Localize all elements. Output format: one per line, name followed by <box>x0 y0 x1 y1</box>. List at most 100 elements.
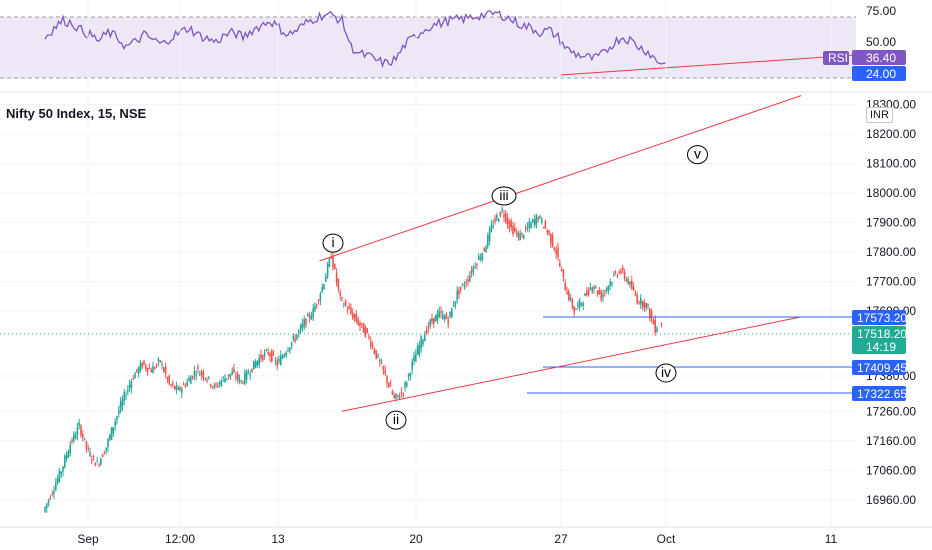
candle-body <box>51 493 53 495</box>
candle-body <box>449 311 451 317</box>
candle-body <box>569 297 572 300</box>
candle-body <box>136 369 138 372</box>
candle-body <box>310 315 313 320</box>
channel-lower-line[interactable] <box>341 316 802 412</box>
candle-body <box>209 384 212 387</box>
candle-body <box>436 313 439 321</box>
candle-body <box>481 253 484 260</box>
price-tick: 16960.00 <box>866 493 916 507</box>
candle-body <box>546 230 548 233</box>
candle-body <box>64 456 66 468</box>
candle-body <box>566 291 568 295</box>
candle-body <box>139 362 142 371</box>
candle-body <box>602 294 604 297</box>
candle-body <box>148 368 151 370</box>
candle-body <box>503 213 505 218</box>
candle-body <box>80 425 82 436</box>
candle-body <box>213 384 215 388</box>
candle-body <box>101 454 104 457</box>
candle-body <box>276 361 278 366</box>
candle-body <box>137 367 140 374</box>
candle-body <box>116 416 118 420</box>
price-tag-2 <box>852 360 906 375</box>
candle-body <box>47 499 50 503</box>
candle-body <box>236 373 239 380</box>
candle-body <box>123 392 125 401</box>
price-axis[interactable]: 16960.0017060.0017160.0017260.0017380.00… <box>866 98 916 507</box>
vertical-grid <box>87 0 832 527</box>
candle-body <box>352 312 354 319</box>
candle-body <box>132 378 134 380</box>
candle-body <box>530 222 532 229</box>
price-tick: 17260.00 <box>866 404 916 418</box>
candle-body <box>166 377 169 380</box>
candle-body <box>98 464 100 466</box>
candle-body <box>654 319 656 333</box>
price-tick: 18200.00 <box>866 127 916 141</box>
price-tick: 18000.00 <box>866 186 916 200</box>
candle-body <box>641 301 644 307</box>
candle-body <box>303 319 305 327</box>
candle-body <box>121 399 124 407</box>
candle-body <box>335 272 338 283</box>
price-tick: 17800.00 <box>866 245 916 259</box>
candle-body <box>562 269 565 278</box>
candle-body <box>409 373 412 377</box>
candle-body <box>609 281 611 286</box>
candle-body <box>379 359 381 362</box>
candle-body <box>526 227 529 229</box>
rsi-label: RSI <box>828 51 848 65</box>
candle-body <box>103 452 106 454</box>
candle-body <box>200 371 203 375</box>
currency-badge[interactable]: INR <box>866 107 893 123</box>
current-price-text: 17518.20 <box>857 327 907 341</box>
candle-body <box>638 302 640 304</box>
candle-body <box>497 218 500 222</box>
wave-label-i: i <box>331 234 334 250</box>
candle-body <box>429 319 431 327</box>
candle-body <box>406 382 408 386</box>
candle-body <box>245 370 248 380</box>
candle-body <box>629 281 631 285</box>
candle-body <box>623 272 626 279</box>
channel-upper-line[interactable] <box>319 95 802 262</box>
candle-body <box>298 330 300 334</box>
candle-body <box>605 288 608 291</box>
candle-body <box>326 263 329 277</box>
candle-body <box>460 286 462 289</box>
candle-body <box>163 367 165 372</box>
candle-body <box>118 410 120 414</box>
candle-body <box>157 358 160 362</box>
candle-body <box>479 257 482 260</box>
candle-body <box>269 353 271 357</box>
candle-body <box>222 377 224 379</box>
candle-body <box>67 451 70 458</box>
candle-body <box>425 330 428 334</box>
candle-body <box>107 439 109 448</box>
candle-body <box>485 246 487 253</box>
candle-body <box>316 304 318 306</box>
candle-body <box>613 274 615 276</box>
candle-body <box>445 314 448 319</box>
candle-body <box>442 314 444 319</box>
candle-body <box>152 366 154 374</box>
price-tick: 17160.00 <box>866 434 916 448</box>
candle-body <box>647 304 649 307</box>
candle-body <box>492 224 494 227</box>
candle-body <box>359 322 361 326</box>
candle-body <box>145 365 147 369</box>
candle-body <box>400 392 403 394</box>
candle-body <box>557 247 559 257</box>
time-axis[interactable]: Sep 12:00 13 20 27 Oct 11 <box>77 532 837 546</box>
candle-body <box>141 363 143 367</box>
candle-body <box>215 384 217 386</box>
candle-body <box>420 336 422 348</box>
candle-body <box>202 372 205 378</box>
candle-body <box>573 306 575 313</box>
candles <box>44 206 663 513</box>
candle-body <box>571 299 574 308</box>
rsi-axis: 75.00 50.00 RSI 36.40 24.00 <box>823 4 906 81</box>
rsi-value-tag <box>852 50 906 65</box>
candle-body <box>456 290 458 301</box>
